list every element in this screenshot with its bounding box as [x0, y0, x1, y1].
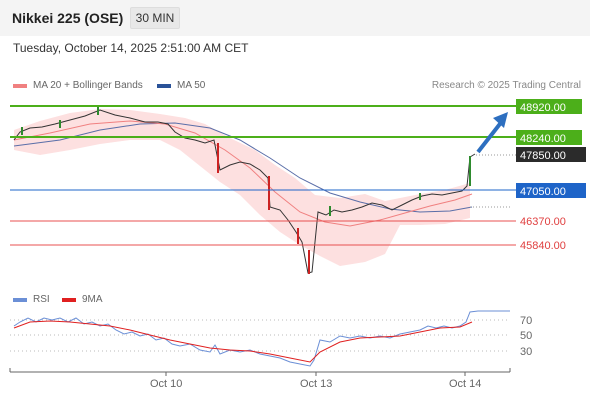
- legend-9ma: 9MA: [62, 294, 103, 305]
- ma9-swatch: [62, 297, 76, 302]
- rsi-ma-line: [13, 320, 473, 363]
- forecast-arrow-head: [493, 112, 508, 128]
- forecast-arrow: [476, 118, 505, 154]
- price-line: [13, 109, 476, 274]
- ma20-line: [13, 120, 473, 227]
- legend-ma20-bollinger: MA 20 + Bollinger Bands: [13, 80, 143, 91]
- x-tick-label-oct14: Oct 14: [449, 378, 481, 390]
- candles: [21, 107, 471, 216]
- level-label-47850: 47850.00: [520, 150, 566, 162]
- candles-down: [217, 143, 310, 274]
- level-tag-47850: [516, 147, 586, 162]
- level-tag-48920: [516, 99, 582, 114]
- level-label-48240: 48240.00: [520, 133, 566, 145]
- chart-timestamp: Tuesday, October 14, 2025 2:51:00 AM CET: [13, 41, 249, 55]
- level-label-45840: 45840.00: [520, 240, 566, 252]
- level-label-47050: 47050.00: [520, 186, 566, 198]
- legend-rsi: RSI: [13, 294, 50, 305]
- rsi-tick-50: 50: [520, 330, 532, 342]
- credit-text: Research © 2025 Trading Central: [431, 80, 581, 91]
- rsi-ticks: 70 50 30: [520, 315, 532, 358]
- level-label-46370: 46370.00: [520, 216, 566, 228]
- ma50-line: [13, 122, 473, 213]
- header-bar: Nikkei 225 (OSE) 30 MIN: [0, 0, 590, 36]
- x-tick-label-oct13: Oct 13: [300, 378, 332, 390]
- level-tag-48240: [516, 130, 582, 145]
- rsi-tick-70: 70: [520, 315, 532, 327]
- bollinger-band: [14, 109, 470, 266]
- rsi-line: [13, 310, 510, 367]
- legend-9ma-label: 9MA: [82, 294, 103, 305]
- legend-rsi-label: RSI: [33, 294, 50, 305]
- rsi-swatch: [13, 297, 27, 302]
- legend-ma50: MA 50: [157, 80, 205, 91]
- ma20-swatch: [13, 83, 27, 88]
- level-tag-47050: [516, 183, 586, 198]
- level-labels: 48920.00 48240.00 47850.00 47050.00 4637…: [516, 99, 586, 252]
- instrument-title: Nikkei 225 (OSE): [12, 10, 124, 26]
- legend-ma20-label: MA 20 + Bollinger Bands: [33, 80, 143, 91]
- level-label-48920: 48920.00: [520, 102, 566, 114]
- legend-ma50-label: MA 50: [177, 80, 206, 91]
- rsi-tick-30: 30: [520, 346, 532, 358]
- x-tick-label-oct10: Oct 10: [150, 378, 182, 390]
- ma50-swatch: [157, 83, 171, 88]
- interval-button[interactable]: 30 MIN: [130, 7, 180, 29]
